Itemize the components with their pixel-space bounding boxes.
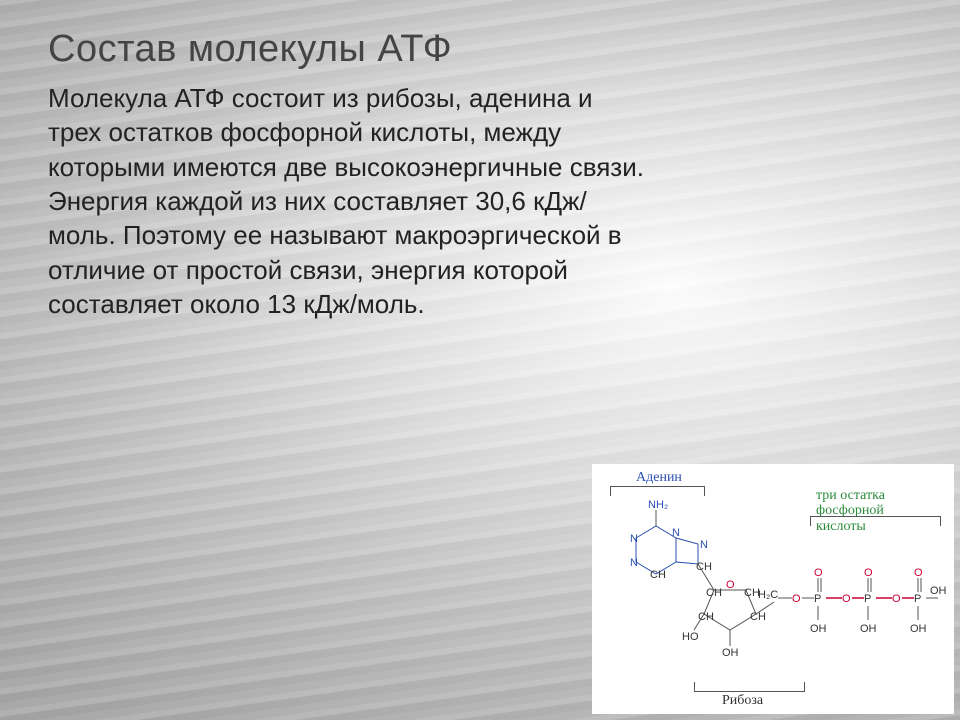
slide-content: Состав молекулы АТФ Молекула АТФ состоит… [0,0,960,321]
svg-text:N: N [630,533,638,545]
svg-text:P: P [864,593,871,605]
bracket-adenine-right [704,486,705,496]
slide-title: Состав молекулы АТФ [48,28,920,71]
svg-text:O: O [814,567,823,579]
bracket-adenine [610,486,704,487]
adenine-ring: NH₂ N N N N CH CH [630,499,714,590]
svg-text:N: N [672,527,680,539]
svg-text:P: P [914,593,921,605]
svg-text:HO: HO [682,631,699,643]
svg-text:OH: OH [860,623,877,635]
ribose-ring: O CH CH CH CH HO OH H₂C [682,579,792,659]
bracket-ribose [694,691,804,692]
bracket-adenine-left [610,486,611,496]
svg-text:CH: CH [706,587,722,599]
svg-text:O: O [914,567,923,579]
svg-text:CH: CH [696,561,712,573]
svg-text:CH: CH [650,569,666,581]
svg-text:O: O [864,567,873,579]
svg-text:OH: OH [910,623,927,635]
svg-text:OH: OH [810,623,827,635]
label-ribose: Рибоза [722,693,763,708]
phosphate-chain: O P O OH O P O [792,567,946,635]
svg-text:OH: OH [930,585,946,597]
atp-structure-diagram: Аденин три остатка фосфорной кислоты Риб… [592,464,954,714]
svg-text:N: N [700,539,708,551]
group-nh2: NH₂ [648,499,668,511]
svg-text:O: O [892,593,901,605]
svg-text:O: O [792,593,801,605]
label-adenine: Аденин [636,470,682,485]
svg-text:N: N [630,557,638,569]
svg-text:H₂C: H₂C [758,589,778,601]
chemical-structure-svg: NH₂ N N N N CH CH O CH CH CH [606,498,946,688]
svg-text:O: O [726,579,735,591]
slide-body-text: Молекула АТФ состоит из рибозы, аденина … [48,81,648,321]
svg-text:O: O [842,593,851,605]
svg-text:P: P [814,593,821,605]
svg-text:OH: OH [722,647,739,659]
svg-text:CH: CH [698,611,714,623]
